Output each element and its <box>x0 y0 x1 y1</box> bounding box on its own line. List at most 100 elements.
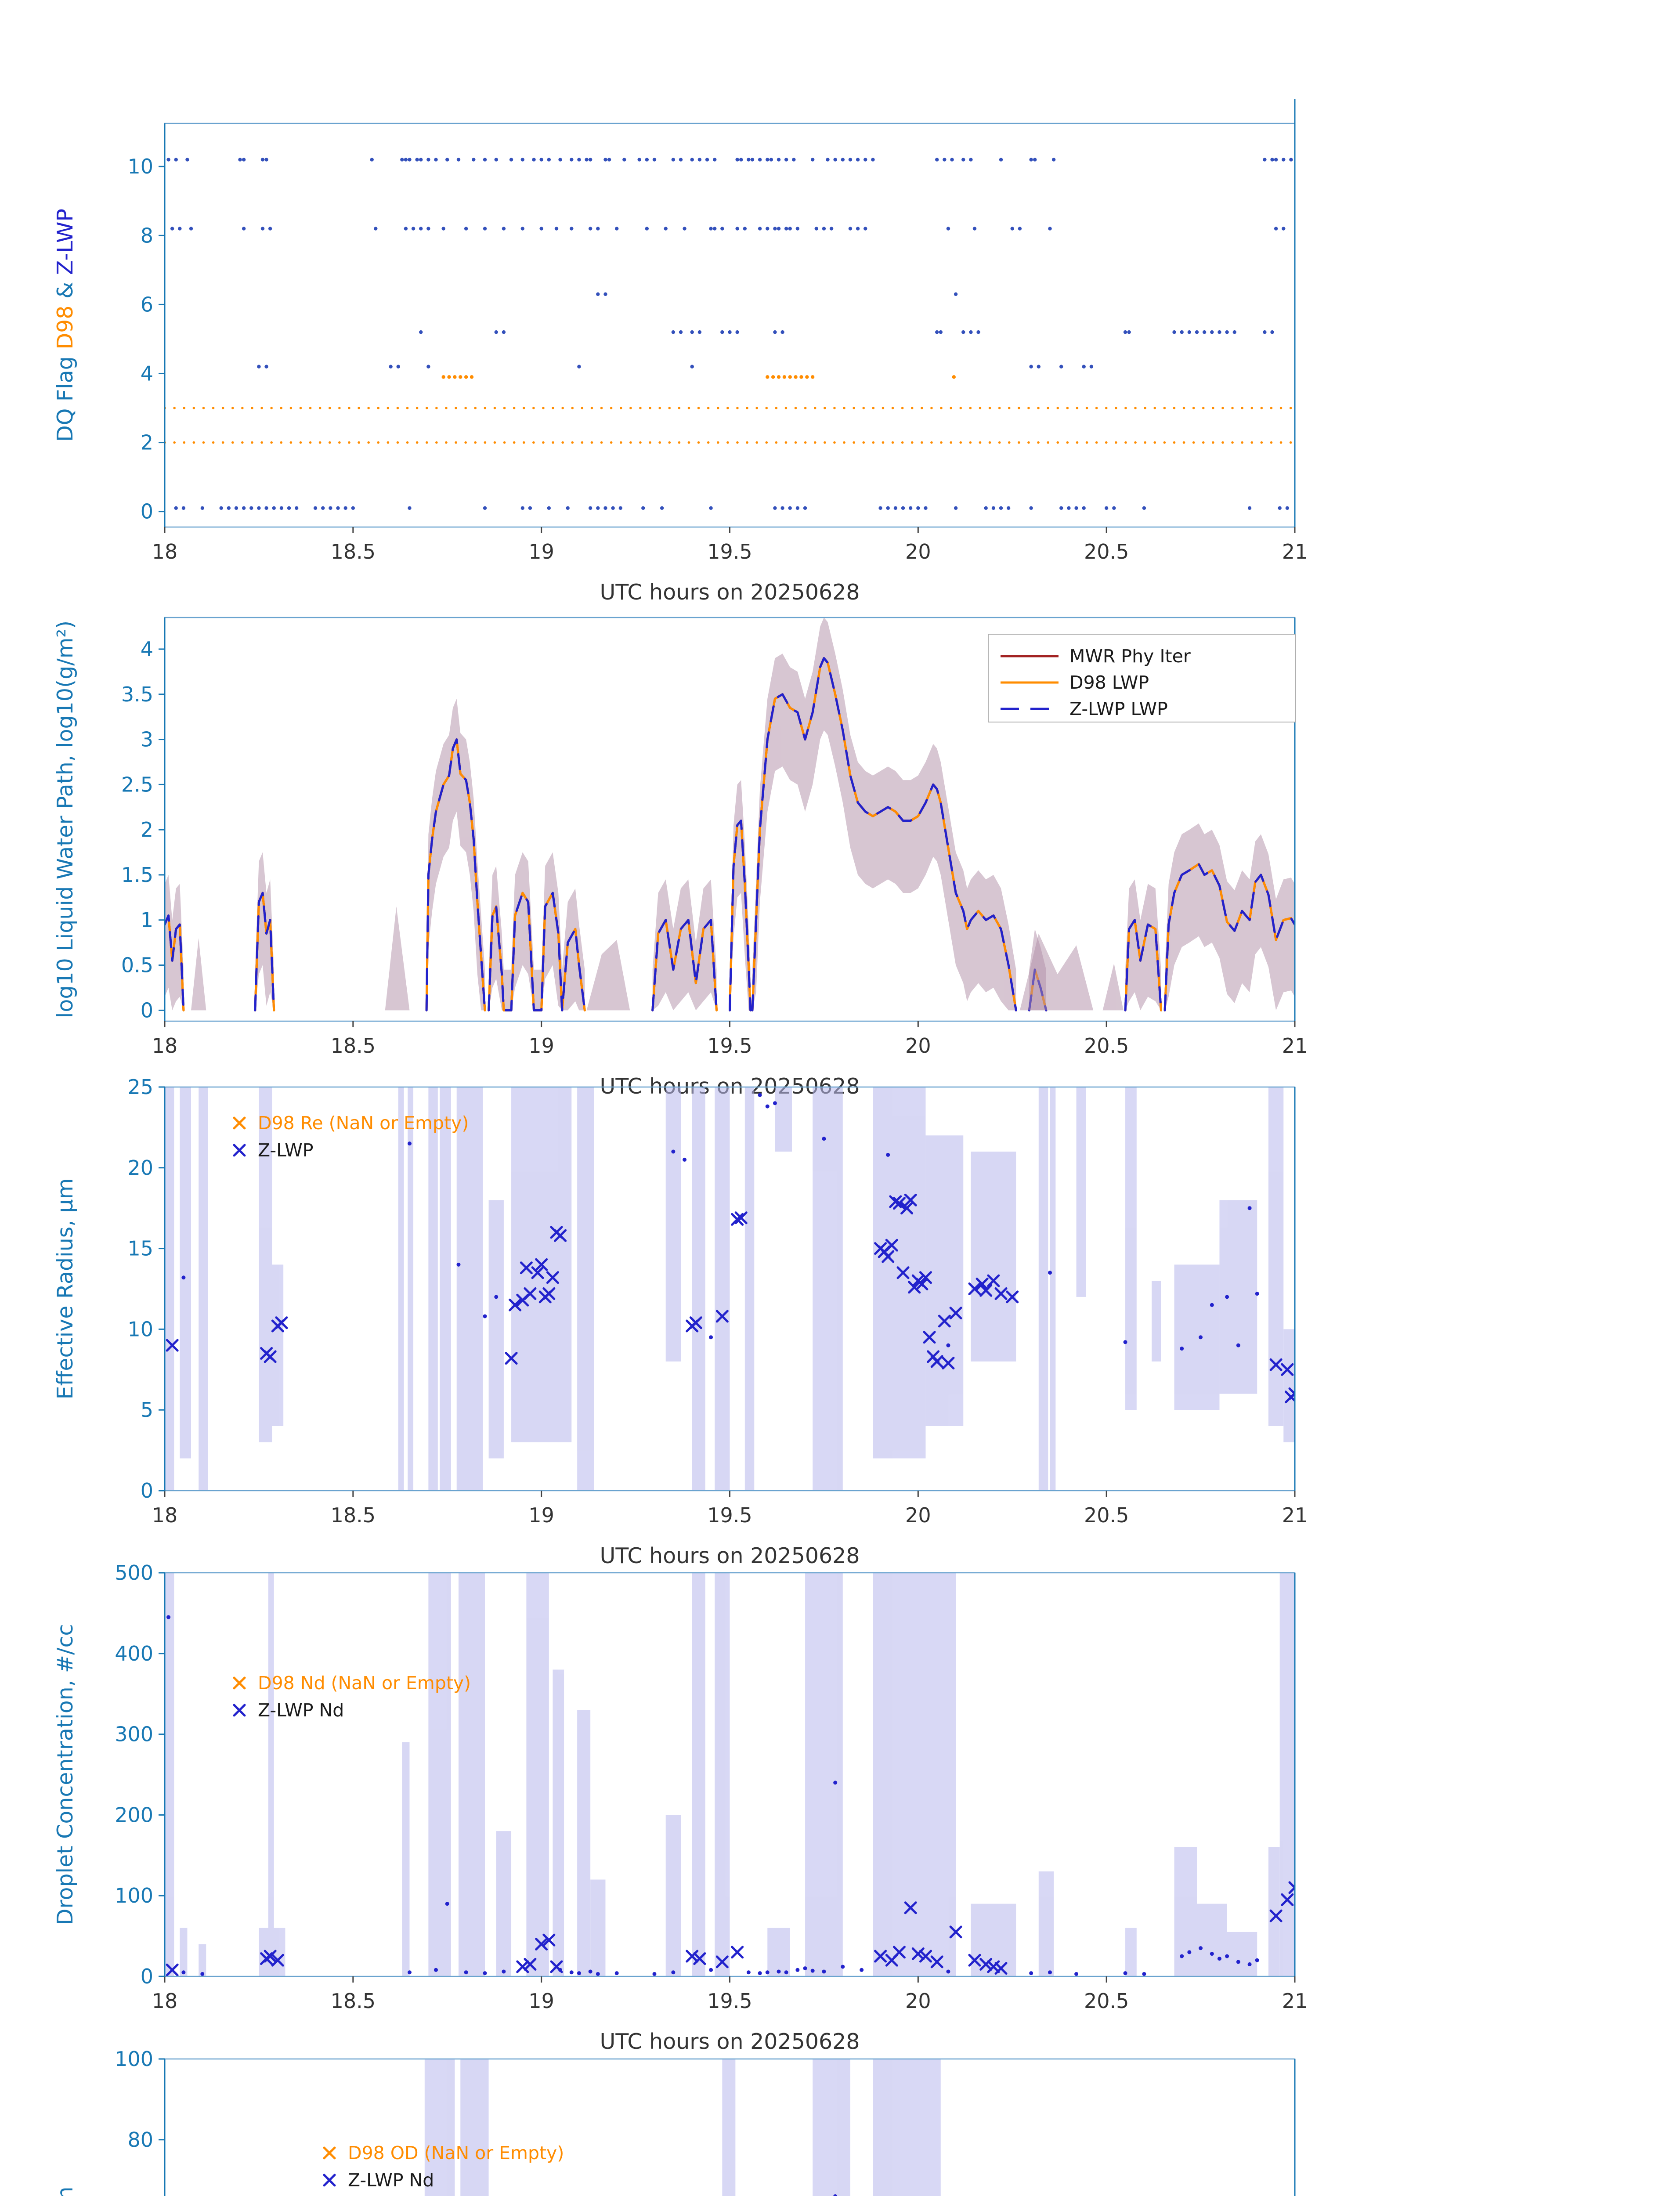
chart-svg-dq-flag: 18 18.5 19 19.5 20 20.5 21 0 2 4 6 8 10 UTC hours on … <box>53 99 1308 605</box>
dq-flag-dots <box>257 365 1094 368</box>
plot-area <box>165 1087 1295 1491</box>
legend: D98 Re (NaN or Empty) Z-LWP <box>233 1112 469 1161</box>
uncertainty-band <box>165 1573 1295 1976</box>
svg-text:20: 20 <box>905 540 931 563</box>
svg-text:MWR Phy Iter: MWR Phy Iter <box>1069 646 1191 667</box>
svg-text:21: 21 <box>1282 1503 1308 1527</box>
svg-text:18: 18 <box>152 1034 178 1058</box>
svg-text:21: 21 <box>1282 1989 1308 2013</box>
svg-text:19.5: 19.5 <box>707 1034 752 1058</box>
retrieval-dots <box>166 1615 1259 1976</box>
axes: 18 18.5 19 19.5 20 20.5 21 0 100 200 300 400 500 UTC … <box>53 1561 1308 2054</box>
svg-text:80: 80 <box>127 2128 153 2152</box>
svg-text:2: 2 <box>141 431 153 455</box>
svg-text:19.5: 19.5 <box>707 1503 752 1527</box>
svg-text:0: 0 <box>141 500 153 524</box>
svg-text:0.5: 0.5 <box>121 954 153 977</box>
axes: 18 18.5 19 19.5 20 20.5 21 0 2 4 6 8 10 UTC hours on … <box>53 99 1308 605</box>
svg-text:18: 18 <box>152 1989 178 2013</box>
chart-svg-lwp: 18 18.5 19 19.5 20 20.5 2100.511.522.533.54UTC… <box>53 617 1308 1099</box>
svg-text:D98 LWP: D98 LWP <box>1069 672 1149 693</box>
svg-text:400: 400 <box>115 1642 153 1665</box>
svg-text:D98 Nd (NaN or Empty): D98 Nd (NaN or Empty) <box>258 1672 471 1694</box>
svg-text:100: 100 <box>115 1884 153 1907</box>
svg-text:Z-LWP Nd: Z-LWP Nd <box>258 1700 344 1721</box>
svg-text:19: 19 <box>528 540 554 563</box>
y-axis-label: log10 Liquid Water Path, log10(g/m²) <box>53 621 78 1018</box>
dq-flag-dots <box>166 158 1293 162</box>
y-axis-label: Droplet Concentration, #/cc <box>53 1624 78 1925</box>
dq-flag-dots <box>419 330 1274 334</box>
chart-dq-flag: 18 18.5 19 19.5 20 20.5 21 0 2 4 6 8 10 UTC hours on … <box>0 71 1680 628</box>
y-axis-label: Effective Radius, μm <box>53 1178 78 1400</box>
svg-text:20.5: 20.5 <box>1084 1503 1129 1527</box>
svg-text:3.5: 3.5 <box>121 683 153 706</box>
svg-text:19: 19 <box>528 1034 554 1058</box>
svg-text:Z-LWP: Z-LWP <box>258 1140 314 1161</box>
svg-text:1.5: 1.5 <box>121 863 153 887</box>
legend: MWR Phy Iter D98 LWP Z-LWP LWP <box>988 634 1296 722</box>
svg-text:10: 10 <box>127 155 153 178</box>
svg-text:5: 5 <box>141 1398 153 1422</box>
x-axis-label: UTC hours on 20250628 <box>600 1543 860 1568</box>
svg-text:20.5: 20.5 <box>1084 1989 1129 2013</box>
chart-liquid-water-path: 18 18.5 19 19.5 20 20.5 21 0 0.5 1 1.5 2 2.5 3 3.5 4 UTC… <box>0 565 1680 1123</box>
uncertainty-band <box>424 2059 941 2196</box>
svg-text:2: 2 <box>141 818 153 842</box>
retrieval-x-markers <box>166 1193 1295 1404</box>
svg-text:Z-LWP LWP: Z-LWP LWP <box>1069 698 1168 719</box>
svg-text:18.5: 18.5 <box>331 1989 376 2013</box>
x-axis-label: UTC hours on 20250628 <box>600 2029 860 2054</box>
legend: D98 OD (NaN or Empty) Z-LWP Nd <box>323 2142 564 2191</box>
chart-effective-radius: 18 18.5 19 19.5 20 20.5 21 0 5 10 15 20 25 UTC hours … <box>0 1034 1680 1592</box>
retrieval-x-markers <box>166 1881 1295 1976</box>
svg-text:4: 4 <box>141 637 153 661</box>
svg-text:19: 19 <box>528 1503 554 1527</box>
plot-area <box>424 2059 941 2196</box>
svg-text:21: 21 <box>1282 1034 1308 1058</box>
svg-text:19.5: 19.5 <box>707 540 752 563</box>
svg-text:0: 0 <box>141 998 153 1022</box>
svg-text:20: 20 <box>127 1156 153 1180</box>
x-axis-label: UTC hours on 20250628 <box>600 580 860 605</box>
lwp-line-2 <box>165 657 1295 1011</box>
axes: 18 18.5 19 19.5 20 20.5 2100.511.522.533.54UTC… <box>53 617 1308 1099</box>
uncertainty-band <box>165 1087 1295 1491</box>
svg-text:25: 25 <box>127 1075 153 1099</box>
chart-svg-droplet-concentration: 18 18.5 19 19.5 20 20.5 21 0 100 200 300 400 500 UTC … <box>53 1561 1308 2054</box>
plot-area <box>165 158 1295 510</box>
svg-text:19: 19 <box>528 1989 554 2013</box>
dq-flag-dots <box>170 227 1286 231</box>
svg-text:20: 20 <box>905 1989 931 2013</box>
dq-flag-dots <box>174 506 1290 510</box>
svg-text:21: 21 <box>1282 540 1308 563</box>
svg-text:6: 6 <box>141 293 153 316</box>
svg-text:2.5: 2.5 <box>121 773 153 796</box>
y-axis-label: Optical Depth <box>53 2187 78 2196</box>
retrieval-dots <box>181 1093 1259 1351</box>
svg-text:D98 Re (NaN or Empty): D98 Re (NaN or Empty) <box>258 1112 469 1134</box>
svg-text:19.5: 19.5 <box>707 1989 752 2013</box>
svg-text:Z-LWP Nd: Z-LWP Nd <box>348 2170 434 2191</box>
dq-flag-dots <box>441 375 956 379</box>
svg-text:20: 20 <box>905 1034 931 1058</box>
svg-text:18.5: 18.5 <box>331 1503 376 1527</box>
svg-text:3: 3 <box>141 728 153 751</box>
chart-droplet-concentration: 18 18.5 19 19.5 20 20.5 21 0 100 200 300 400 500 UTC … <box>0 1520 1680 2078</box>
chart-svg-effective-radius: 18 18.5 19 19.5 20 20.5 21 0 5 10 15 20 25 UTC hours … <box>53 1075 1308 1568</box>
svg-text:4: 4 <box>141 361 153 385</box>
svg-text:10: 10 <box>127 1317 153 1341</box>
axes: 18 18.5 19 19.5 20 20.5 21 0 5 10 15 20 25 UTC hours … <box>53 1075 1308 1568</box>
plot-area <box>165 618 1295 1011</box>
svg-text:100: 100 <box>115 2047 153 2071</box>
legend: D98 Nd (NaN or Empty) Z-LWP Nd <box>233 1672 471 1721</box>
dq-flag-dots <box>596 292 958 296</box>
svg-text:18: 18 <box>152 1503 178 1527</box>
y-axis-label: DQ Flag D98 & Z-LWP <box>53 209 78 442</box>
svg-text:500: 500 <box>115 1561 153 1585</box>
svg-text:200: 200 <box>115 1803 153 1827</box>
svg-text:20: 20 <box>905 1503 931 1527</box>
